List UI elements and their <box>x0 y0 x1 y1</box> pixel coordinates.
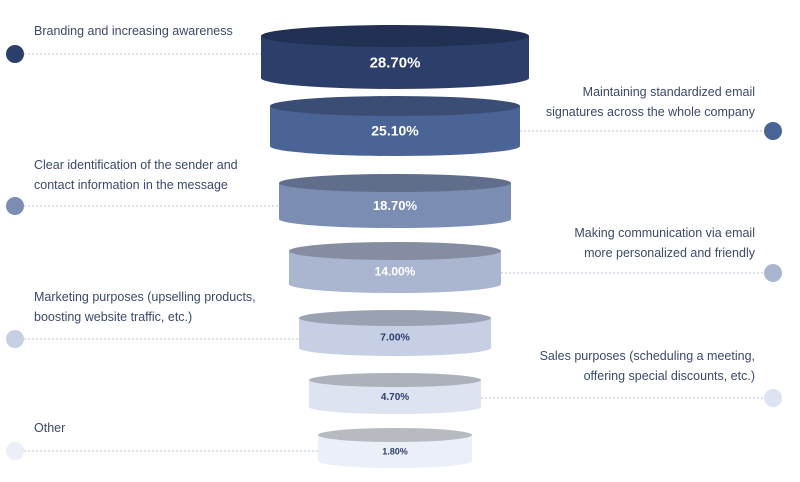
value-label: 1.80% <box>382 446 408 456</box>
category-label: Maintaining standardized email <box>583 85 755 99</box>
category-label: Marketing purposes (upselling products, <box>34 290 256 304</box>
funnel-segment-top-4 <box>289 242 501 260</box>
category-label: signatures across the whole company <box>546 105 756 119</box>
category-label: contact information in the message <box>34 178 228 192</box>
value-label: 25.10% <box>371 123 419 139</box>
legend-dot <box>764 389 782 407</box>
category-label: Making communication via email <box>574 226 755 240</box>
funnel-segment-top-3 <box>279 174 511 192</box>
category-label: offering special discounts, etc.) <box>584 369 755 383</box>
value-label: 7.00% <box>380 331 410 343</box>
funnel-segment-4 <box>289 251 501 293</box>
legend-dot <box>6 442 24 460</box>
funnel-segment-top-2 <box>270 96 520 116</box>
legend-dot <box>6 45 24 63</box>
value-label: 4.70% <box>381 392 409 403</box>
funnel-segment-top-1 <box>261 25 529 47</box>
category-label: more personalized and friendly <box>584 246 756 260</box>
legend-dot <box>764 122 782 140</box>
legend-dot <box>6 197 24 215</box>
funnel-segment-top-7 <box>318 428 472 442</box>
funnel-segment-6 <box>309 380 481 414</box>
funnel-segment-2 <box>270 106 520 156</box>
funnel-segment-7 <box>318 435 472 468</box>
legend-dot <box>6 330 24 348</box>
funnel-segment-3 <box>279 183 511 228</box>
value-label: 14.00% <box>375 265 416 279</box>
funnel-segment-top-5 <box>299 310 491 326</box>
funnel-segment-1 <box>261 36 529 89</box>
funnel-segment-top-6 <box>309 373 481 387</box>
value-label: 18.70% <box>373 198 418 213</box>
value-label: 28.70% <box>370 54 421 71</box>
category-label: boosting website traffic, etc.) <box>34 310 192 324</box>
category-label: Clear identification of the sender and <box>34 158 238 172</box>
category-label: Sales purposes (scheduling a meeting, <box>540 349 755 363</box>
category-label: Other <box>34 421 65 435</box>
funnel-segment-5 <box>299 318 491 356</box>
category-label: Branding and increasing awareness <box>34 24 233 38</box>
legend-dot <box>764 264 782 282</box>
